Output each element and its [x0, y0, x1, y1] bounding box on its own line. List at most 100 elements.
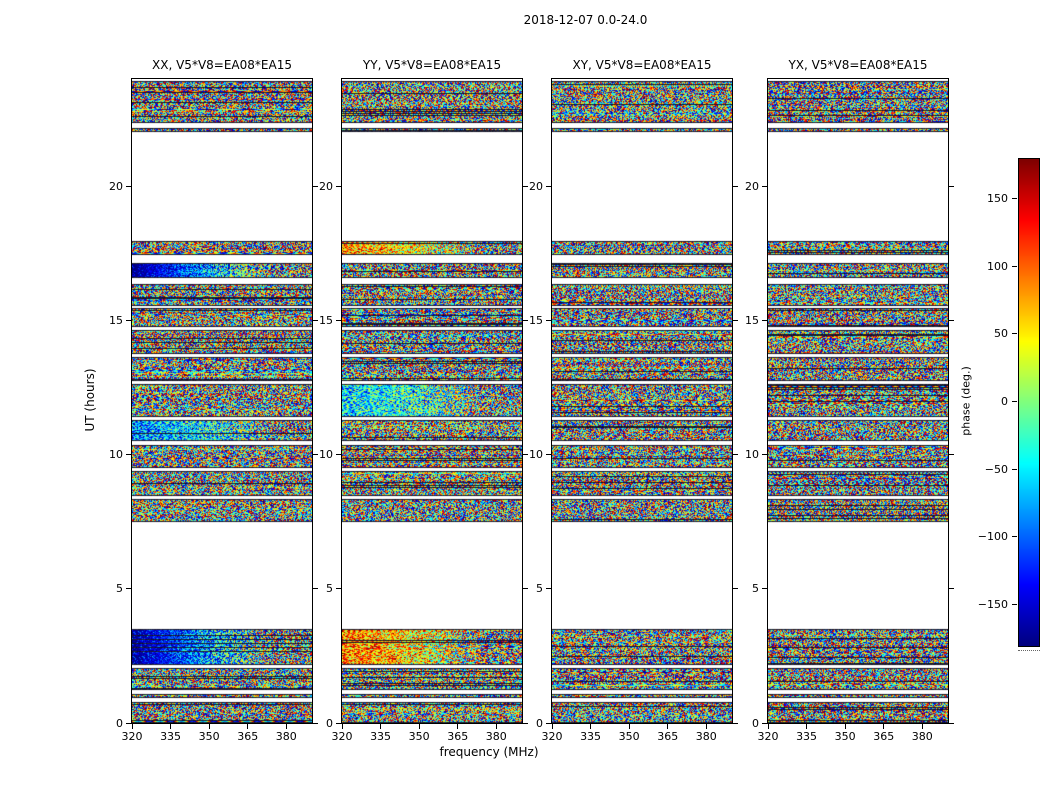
y-tick-label: 5	[116, 582, 123, 596]
y-tick-mark	[336, 454, 341, 456]
y-tick-mark	[336, 722, 341, 724]
y-tick-mark	[336, 320, 341, 321]
y-tick-mark	[762, 185, 767, 187]
y-axis-label: UT (hours)	[83, 368, 97, 432]
y-tick-mark	[523, 454, 528, 456]
colorbar-label: phase (deg.)	[959, 366, 973, 436]
y-tick-label: 10	[109, 448, 123, 462]
x-tick-mark	[418, 724, 420, 729]
y-tick-mark	[949, 454, 954, 456]
y-tick-mark	[126, 320, 131, 321]
x-tick-mark	[131, 724, 133, 729]
y-tick-mark	[126, 185, 131, 187]
y-tick-mark	[313, 722, 318, 724]
y-tick-mark	[313, 454, 318, 456]
x-tick-label: 335	[160, 730, 182, 743]
y-tick-label: 15	[745, 314, 759, 327]
y-tick-label: 20	[529, 179, 543, 193]
x-tick-label: 350	[198, 730, 220, 743]
y-tick-label: 20	[745, 179, 759, 193]
y-tick-label: 5	[536, 582, 543, 596]
y-tick-label: 0	[116, 716, 123, 730]
x-tick-label: 380	[485, 730, 507, 743]
y-tick-mark	[949, 185, 954, 187]
x-tick-label: 365	[873, 730, 895, 743]
x-tick-label: 380	[275, 730, 297, 743]
y-tick-label: 15	[319, 314, 333, 327]
y-tick-mark	[313, 320, 318, 321]
x-tick-mark	[208, 724, 210, 729]
y-tick-mark	[949, 722, 954, 724]
y-tick-label: 15	[529, 314, 543, 327]
y-tick-label: 10	[319, 448, 333, 462]
y-tick-label: 10	[529, 448, 543, 462]
subplot-title-yx: YX, V5*V8=EA08*EA15	[788, 58, 928, 72]
x-tick-mark	[667, 724, 669, 729]
y-tick-mark	[546, 588, 551, 590]
y-tick-mark	[733, 722, 738, 724]
colorbar-tick-label: 150	[987, 192, 1008, 206]
x-tick-mark	[247, 724, 249, 729]
x-axis-label: frequency (MHz)	[439, 745, 539, 759]
x-tick-label: 350	[618, 730, 640, 743]
colorbar-tick-label: −150	[977, 597, 1008, 611]
y-tick-mark	[313, 588, 318, 590]
subplot-xy: XY, V5*V8=EA08*EA15 0 5 10 15 20 320 335 350 365 3…	[529, 58, 738, 743]
phase-waterfall-xx	[132, 79, 312, 723]
y-tick-mark	[126, 588, 131, 590]
y-tick-label: 15	[109, 314, 123, 327]
subplot-yx: YX, V5*V8=EA08*EA15 0 5 10 15 20 320 335 350 365 3…	[745, 58, 954, 743]
y-tick-label: 10	[745, 448, 759, 462]
y-tick-mark	[546, 185, 551, 187]
colorbar-tick-mark	[1012, 603, 1017, 605]
x-tick-label: 320	[757, 730, 779, 743]
y-tick-mark	[523, 722, 528, 724]
x-tick-mark	[495, 724, 497, 729]
colorbar-tick-mark	[1012, 536, 1017, 538]
subplot-xx: XX, V5*V8=EA08*EA15 0 5 10 15 20 320 335 350 365 3…	[109, 58, 318, 743]
x-tick-mark	[921, 724, 923, 729]
y-tick-mark	[546, 320, 551, 321]
y-tick-label: 0	[752, 716, 759, 730]
y-tick-mark	[523, 185, 528, 187]
x-tick-mark	[628, 724, 630, 729]
phase-waterfall-yx	[768, 79, 948, 723]
y-tick-label: 20	[319, 179, 333, 193]
y-tick-mark	[523, 588, 528, 590]
y-tick-label: 0	[326, 716, 333, 730]
y-tick-mark	[762, 588, 767, 590]
x-tick-mark	[341, 724, 343, 729]
x-tick-mark	[883, 724, 885, 729]
y-tick-mark	[733, 588, 738, 590]
y-tick-mark	[949, 320, 954, 321]
phase-waterfall-xy	[552, 79, 732, 723]
y-tick-label: 5	[326, 582, 333, 596]
y-tick-mark	[523, 320, 528, 321]
subplot-title-yy: YY, V5*V8=EA08*EA15	[362, 58, 502, 72]
phase-waterfall-yy	[342, 79, 522, 723]
y-tick-mark	[733, 454, 738, 456]
colorbar-tick-label: −50	[984, 462, 1008, 476]
colorbar-tick-mark	[1012, 468, 1017, 470]
x-tick-mark	[705, 724, 707, 729]
colorbar-tick-mark	[1012, 401, 1017, 402]
x-tick-mark	[590, 724, 592, 729]
colorbar-tick-mark	[1012, 265, 1017, 267]
y-tick-label: 0	[536, 716, 543, 730]
y-tick-mark	[546, 454, 551, 456]
colorbar-gradient	[1019, 159, 1039, 646]
y-tick-mark	[762, 454, 767, 456]
x-tick-label: 335	[796, 730, 818, 743]
x-tick-label: 380	[695, 730, 717, 743]
subplot-yy: YY, V5*V8=EA08*EA15 0 5 10 15 20 320 335 350 365 3…	[319, 58, 528, 743]
x-tick-label: 365	[447, 730, 469, 743]
y-tick-mark	[762, 320, 767, 321]
x-tick-label: 350	[408, 730, 430, 743]
colorbar-dotted-edge	[1018, 650, 1040, 651]
y-tick-mark	[313, 185, 318, 187]
x-tick-label: 365	[237, 730, 259, 743]
colorbar-tick-mark	[1012, 333, 1017, 335]
y-tick-mark	[949, 588, 954, 590]
colorbar-tick-mark	[1012, 198, 1017, 200]
